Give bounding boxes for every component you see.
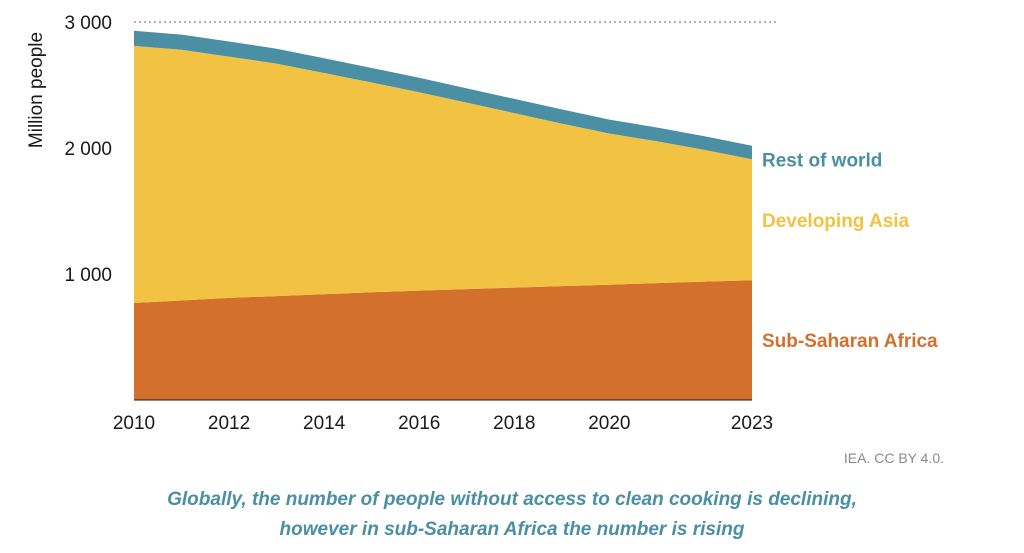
x-tick-label: 2014 bbox=[303, 413, 346, 434]
series-label-developing-asia: Developing Asia bbox=[762, 211, 910, 232]
caption-line-2: however in sub-Saharan Africa the number… bbox=[279, 519, 745, 540]
credit-text: IEA. CC BY 4.0. bbox=[843, 450, 944, 466]
y-tick-label: 2 000 bbox=[64, 139, 112, 160]
series-label-rest-of-world: Rest of world bbox=[762, 151, 882, 172]
x-tick-label: 2016 bbox=[398, 413, 440, 434]
y-tick-label: 3 000 bbox=[64, 13, 112, 34]
series-label-sub-saharan-africa: Sub-Saharan Africa bbox=[762, 331, 938, 352]
y-axis-ticks: 1 000 2 000 3 000 bbox=[64, 13, 112, 286]
x-axis-ticks: 2010 2012 2014 2016 2018 2020 2023 bbox=[113, 413, 773, 434]
stacked-areas bbox=[134, 30, 752, 400]
x-tick-label: 2023 bbox=[731, 413, 773, 434]
chart: 1 000 2 000 3 000 2010 2012 2014 2016 2018 2020… bbox=[26, 13, 938, 434]
x-tick-label: 2012 bbox=[208, 413, 250, 434]
x-tick-label: 2020 bbox=[588, 413, 630, 434]
x-tick-label: 2018 bbox=[493, 413, 535, 434]
caption-line-1: Globally, the number of people without a… bbox=[167, 489, 857, 510]
x-tick-label: 2010 bbox=[113, 413, 155, 434]
y-tick-label: 1 000 bbox=[64, 265, 112, 286]
y-axis-title: Million people bbox=[26, 32, 47, 148]
area-rest-of-world bbox=[134, 30, 752, 160]
area-sub-saharan-africa bbox=[134, 280, 752, 400]
area-developing-asia bbox=[134, 45, 752, 304]
series-labels: Sub-Saharan Africa Developing Asia Rest of… bbox=[762, 151, 938, 352]
